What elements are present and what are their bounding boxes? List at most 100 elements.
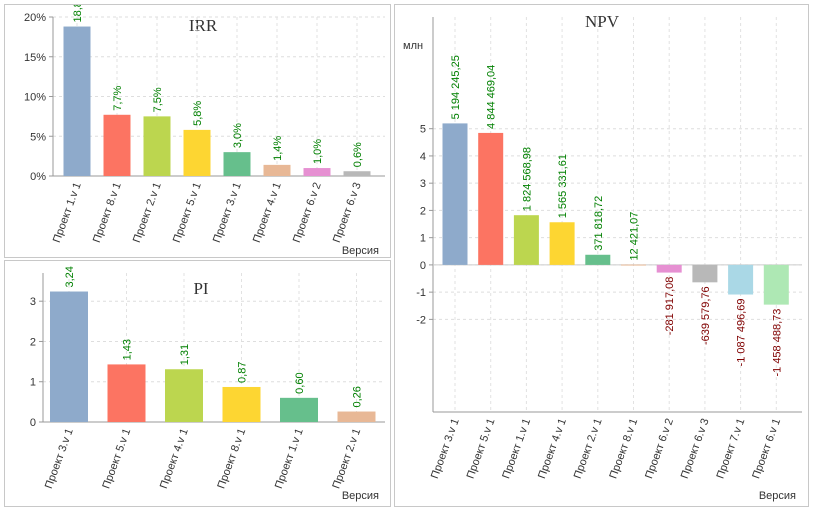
- npv-data-label: 1 824 568,98: [521, 147, 533, 211]
- npv-y-tick-label: 5: [420, 124, 426, 136]
- npv-data-label: -1 087 496,69: [736, 299, 748, 367]
- irr-category-label: Проект 1.v 1: [51, 181, 84, 244]
- npv-y-tick-label: 1: [420, 233, 426, 245]
- npv-y-tick-label: 4: [420, 151, 426, 163]
- npv-unit-label: млн: [403, 40, 423, 52]
- irr-category-label: Проект 6.v 2: [291, 181, 324, 244]
- npv-y-tick-label: 0: [420, 260, 426, 272]
- pi-y-tick-label: 3: [30, 296, 36, 308]
- irr-data-label: 3,0%: [232, 123, 244, 148]
- irr-data-label: 5,8%: [192, 101, 204, 126]
- npv-data-label: -639 579,76: [700, 286, 712, 345]
- npv-bar: [621, 264, 646, 266]
- irr-category-label: Проект 3.v 1: [211, 181, 244, 244]
- npv-chart-title: NPV: [585, 12, 620, 31]
- irr-y-tick-label: 15%: [24, 52, 46, 64]
- irr-bar: [63, 26, 91, 176]
- pi-chart: PI 0 1 2 3 3,24 Проект 3.v 1 1,43 Проект 5.v 1 1,…: [30, 266, 385, 502]
- pi-data-label: 0,60: [294, 372, 306, 393]
- pi-category-label: Проект 8.v 1: [215, 427, 248, 490]
- irr-bar: [343, 171, 371, 176]
- npv-category-label: Проект 7.v 1: [715, 417, 748, 480]
- irr-bar: [143, 116, 171, 176]
- pi-y-tick-label: 2: [30, 336, 36, 348]
- irr-category-label: Проект 8.v 1: [91, 181, 124, 244]
- irr-category-label: Проект 5.v 1: [171, 181, 204, 244]
- irr-x-axis-title: Версия: [342, 245, 379, 257]
- pi-bar: [165, 369, 203, 422]
- irr-data-label: 1,0%: [312, 139, 324, 164]
- npv-category-label: Проект 3.v 1: [429, 417, 462, 480]
- npv-bar: [549, 222, 575, 265]
- npv-chart-panel: NPV млн -2 -1 0 1 2 3 4 5 5 194 245,25 Проект 3.v 1…: [394, 4, 809, 507]
- pi-data-label: 0,87: [237, 362, 249, 383]
- pi-bar: [280, 397, 318, 422]
- pi-y-tick-label: 0: [30, 417, 36, 429]
- npv-chart: NPV млн -2 -1 0 1 2 3 4 5 5 194 245,25 Проект 3.v 1…: [403, 12, 802, 502]
- pi-chart-panel: PI 0 1 2 3 3,24 Проект 3.v 1 1,43 Проект 5.v 1 1,…: [4, 260, 391, 507]
- irr-y-tick-label: 20%: [24, 12, 46, 24]
- npv-bar: [692, 264, 718, 283]
- pi-x-axis-title: Версия: [342, 490, 379, 502]
- pi-category-label: Проект 4.v 1: [158, 427, 191, 490]
- irr-chart-title: IRR: [189, 16, 218, 35]
- irr-data-label: 7,5%: [152, 87, 164, 112]
- irr-data-label: 1,4%: [272, 136, 284, 161]
- irr-bar: [103, 114, 131, 176]
- pi-data-label: 1,31: [179, 344, 191, 365]
- npv-bar: [513, 215, 539, 265]
- npv-data-label: 5 194 245,25: [450, 55, 462, 119]
- npv-category-label: Проект 8.v 1: [607, 417, 640, 480]
- npv-data-label: 4 844 469,04: [486, 65, 498, 129]
- irr-category-label: Проект 6.v 3: [331, 181, 364, 244]
- npv-bar: [656, 264, 682, 273]
- npv-data-label: -1 458 488,73: [771, 309, 783, 377]
- irr-y-tick-label: 5%: [30, 131, 46, 143]
- irr-category-label: Проект 4.v 1: [251, 181, 284, 244]
- irr-chart-panel: IRR 0% 5% 10% 15% 20% 18,8% Проект 1.v 1 7,7% Про…: [4, 4, 391, 258]
- npv-category-label: Проект 6.v 2: [643, 417, 676, 480]
- npv-y-tick-label: -1: [416, 287, 426, 299]
- irr-bar: [223, 152, 251, 176]
- irr-bar: [263, 164, 291, 176]
- irr-data-label: 18,8%: [72, 5, 84, 23]
- pi-category-label: Проект 3.v 1: [43, 427, 76, 490]
- npv-category-label: Проект 1.v 1: [500, 417, 533, 480]
- pi-data-label: 1,43: [122, 339, 134, 360]
- pi-category-label: Проект 2.v 1: [330, 427, 363, 490]
- npv-bar: [763, 264, 789, 305]
- irr-category-label: Проект 2.v 1: [131, 181, 164, 244]
- npv-category-label: Проект 5.v 1: [465, 417, 498, 480]
- npv-data-label: -281 917,08: [664, 277, 676, 336]
- pi-category-label: Проект 5.v 1: [100, 427, 133, 490]
- npv-y-tick-label: -2: [416, 314, 426, 326]
- pi-bar: [50, 291, 88, 422]
- npv-bar: [585, 254, 611, 265]
- pi-data-label: 0,26: [352, 386, 364, 407]
- pi-chart-title: PI: [193, 279, 208, 298]
- npv-bar: [442, 123, 468, 265]
- npv-category-label: Проект 4.v 1: [536, 417, 569, 480]
- irr-bar: [183, 129, 211, 176]
- irr-y-tick-label: 0%: [30, 171, 46, 183]
- npv-y-tick-label: 3: [420, 178, 426, 190]
- npv-data-label: 12 421,07: [629, 212, 641, 261]
- pi-bar: [222, 386, 261, 422]
- irr-y-tick-label: 10%: [24, 92, 46, 104]
- pi-y-tick-label: 1: [30, 377, 36, 389]
- npv-bar: [728, 264, 754, 295]
- irr-data-label: 7,7%: [112, 85, 124, 110]
- irr-bar: [303, 168, 331, 176]
- npv-category-label: Проект 2.v 1: [572, 417, 605, 480]
- npv-data-label: 1 565 331,61: [557, 154, 569, 218]
- npv-category-label: Проект 6.v 1: [750, 417, 783, 480]
- npv-x-axis-title: Версия: [759, 490, 796, 502]
- npv-bar: [478, 132, 504, 265]
- npv-category-label: Проект 6.v 3: [679, 417, 712, 480]
- pi-bar: [337, 411, 376, 422]
- pi-category-label: Проект 1.v 1: [273, 427, 306, 490]
- npv-y-tick-label: 2: [420, 205, 426, 217]
- pi-bar: [107, 364, 146, 422]
- irr-chart: IRR 0% 5% 10% 15% 20% 18,8% Проект 1.v 1 7,7% Про…: [24, 5, 385, 257]
- pi-data-label: 3,24: [64, 266, 76, 287]
